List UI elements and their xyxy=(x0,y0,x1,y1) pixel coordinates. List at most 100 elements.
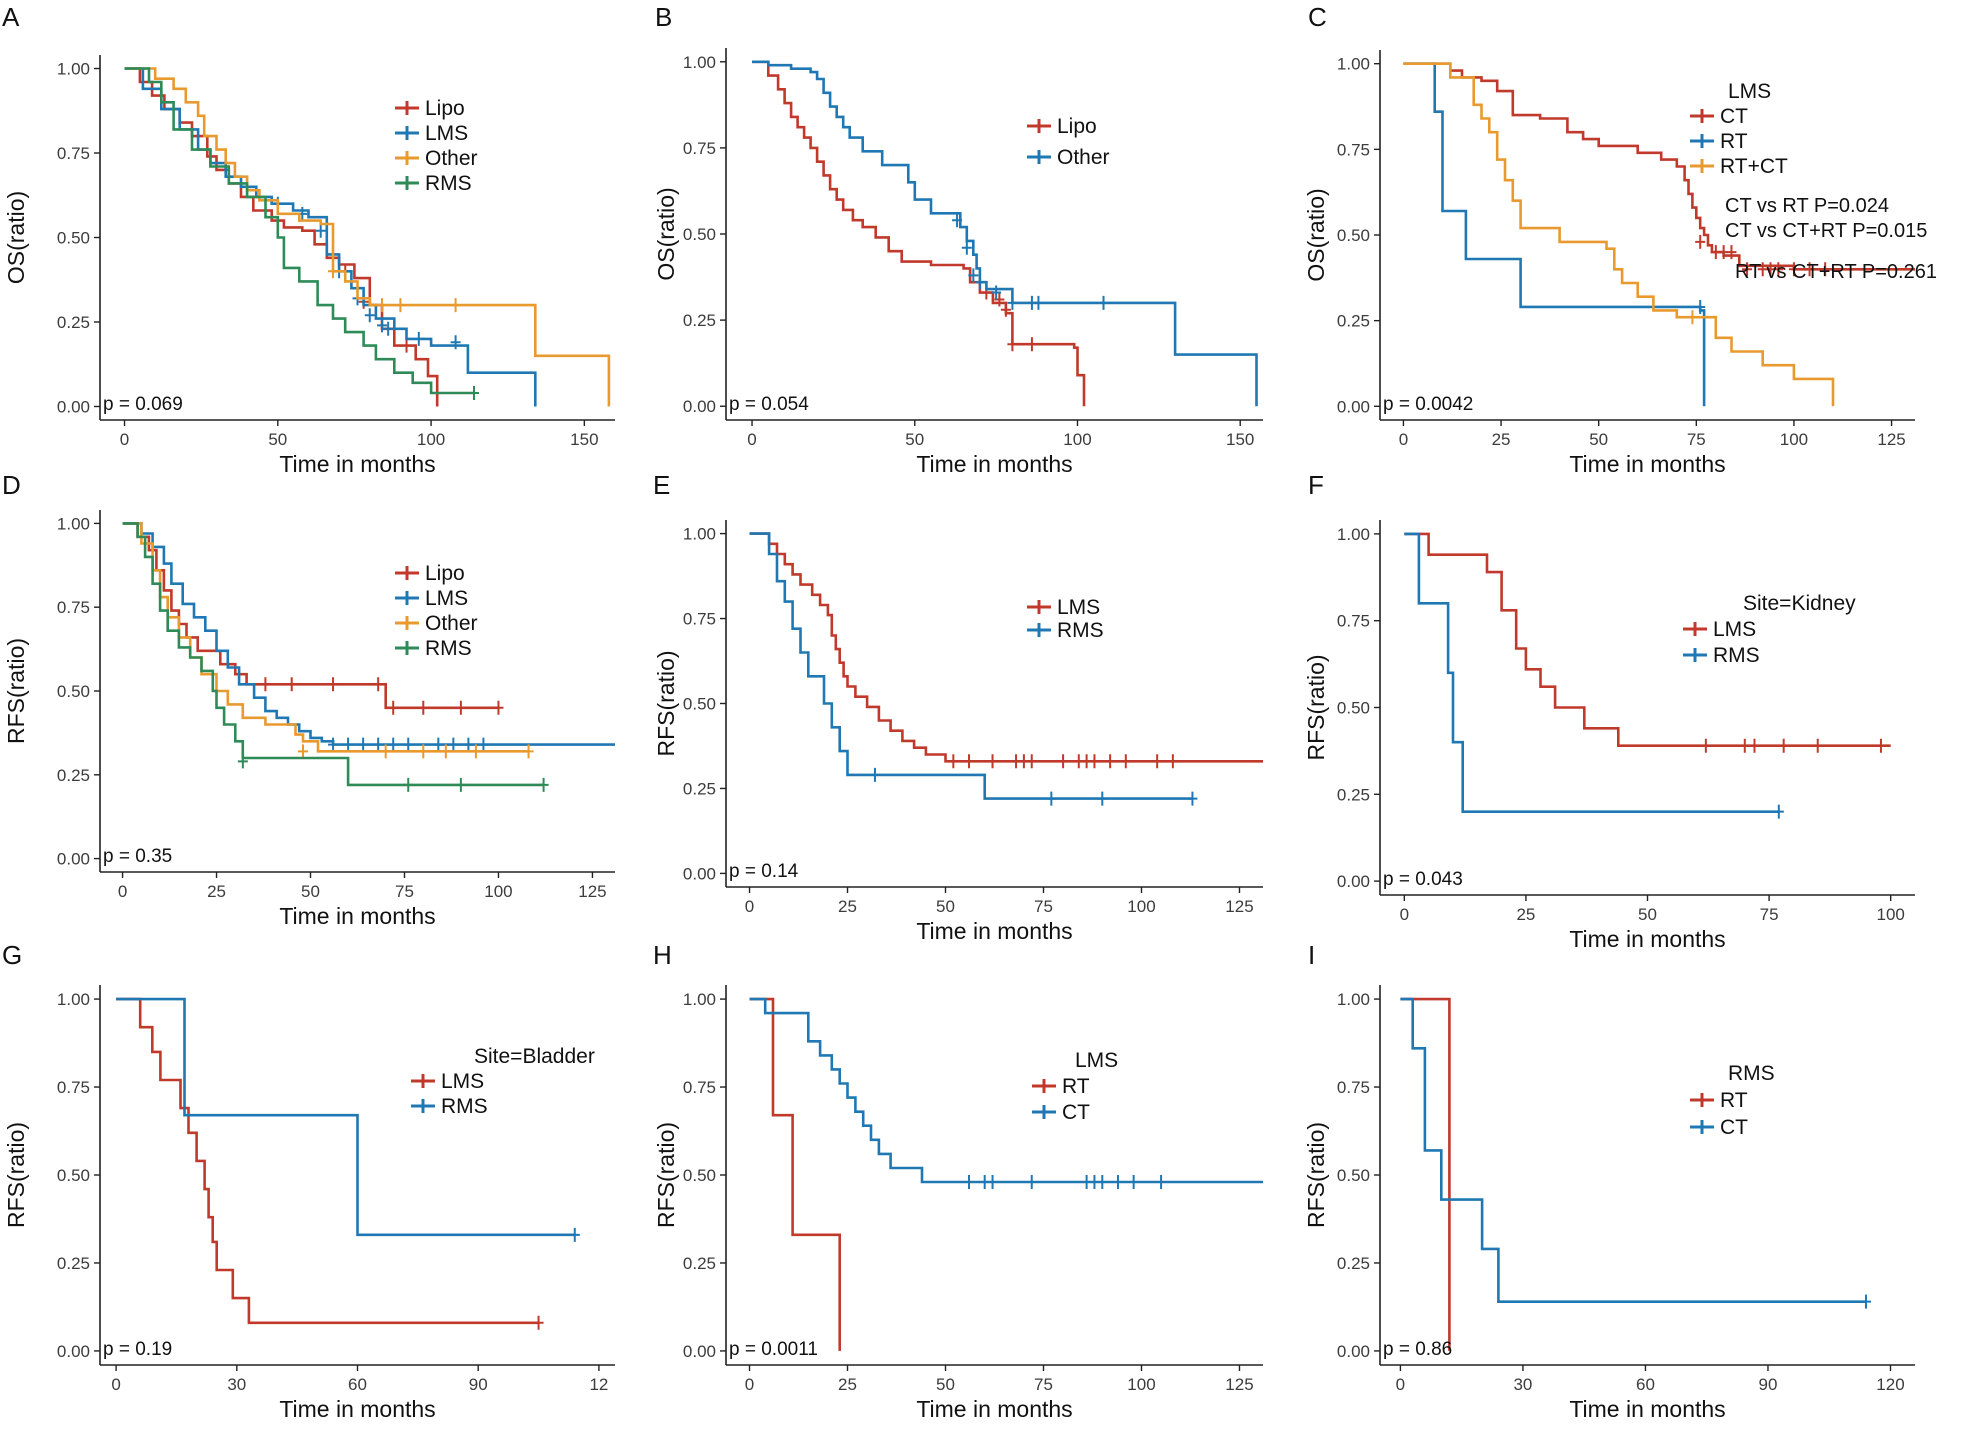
censor-mark xyxy=(373,737,384,752)
series-line-other xyxy=(124,67,611,407)
legend-label: Lipo xyxy=(425,562,465,585)
series-line-rt-ct xyxy=(1403,62,1835,407)
p-value: p = 0.054 xyxy=(729,394,809,415)
legend-swatch xyxy=(411,1099,435,1113)
censor-mark xyxy=(1105,754,1116,769)
legend-label: RMS xyxy=(1057,619,1104,642)
series-line-rms xyxy=(1404,532,1779,813)
legend-swatch xyxy=(1032,1079,1056,1093)
censor-mark xyxy=(1152,754,1163,769)
censor-mark xyxy=(964,1175,975,1190)
censor-mark xyxy=(328,677,339,692)
p-value: p = 0.069 xyxy=(103,394,183,415)
x-axis-title: Time in months xyxy=(279,451,435,477)
y-tick-label: 0.75 xyxy=(1337,612,1370,631)
y-tick-label: 0.25 xyxy=(1337,1254,1370,1273)
y-axis-title: OS(ratio) xyxy=(653,187,679,280)
legend-swatch xyxy=(395,101,419,115)
chart-H: 0.00 0.25 0.50 0.75 1.00 0 25 50 75 100 125 Time in… xyxy=(653,985,1263,1422)
censor-mark xyxy=(1749,738,1760,753)
legend-label: RT xyxy=(1062,1075,1090,1098)
censor-mark xyxy=(1167,754,1178,769)
panel-letter-d: D xyxy=(2,470,21,500)
p-value: p = 0.0042 xyxy=(1383,394,1473,415)
censor-mark xyxy=(533,1315,544,1330)
y-tick-label: 0.00 xyxy=(683,397,716,416)
censor-mark xyxy=(388,700,399,715)
series-line-rms xyxy=(122,522,544,787)
censor-mark xyxy=(523,744,534,759)
censor-mark xyxy=(1875,738,1886,753)
x-tick-label: 60 xyxy=(348,1375,367,1394)
legend-swatch xyxy=(1027,623,1051,637)
y-tick-label: 0.75 xyxy=(683,139,716,158)
y-tick-label: 0.25 xyxy=(57,313,90,332)
censor-mark xyxy=(1026,754,1037,769)
legend-label: CT xyxy=(1720,105,1748,128)
y-axis-title: RFS(ratio) xyxy=(3,1122,29,1228)
series-line-rms xyxy=(116,997,575,1237)
series-line-other xyxy=(122,522,529,753)
censor-mark xyxy=(468,385,479,400)
censor-mark xyxy=(1773,262,1784,277)
legend-label: RT xyxy=(1720,1089,1748,1112)
censor-mark xyxy=(1804,262,1815,277)
series-line-lms xyxy=(1404,532,1891,747)
x-tick-label: 75 xyxy=(1760,905,1779,924)
p-value: p = 0.14 xyxy=(729,861,799,882)
censor-mark xyxy=(1695,234,1706,249)
y-tick-label: 0.00 xyxy=(683,864,716,883)
censor-mark xyxy=(1695,299,1706,314)
y-tick-label: 1.00 xyxy=(57,514,90,533)
panel-i: 0.00 0.25 0.50 0.75 1.00 0 30 60 90 120 Time in mo… xyxy=(1300,940,1973,1429)
panel-letter-e: E xyxy=(653,470,671,500)
y-tick-label: 0.00 xyxy=(1337,872,1370,891)
censor-mark xyxy=(1026,337,1037,352)
x-tick-label: 25 xyxy=(838,897,857,916)
chart-E: 0.00 0.25 0.50 0.75 1.00 0 25 50 75 100 125 Time in… xyxy=(653,520,1263,944)
censor-mark xyxy=(1098,295,1109,310)
x-tick-label: 0 xyxy=(745,897,754,916)
series-line-lms xyxy=(122,522,615,746)
censor-mark xyxy=(373,677,384,692)
x-tick-label: 0 xyxy=(120,430,129,449)
legend-label: Lipo xyxy=(1057,115,1097,138)
censor-mark xyxy=(377,298,388,313)
legend-label: LMS xyxy=(425,587,468,610)
legend-label: CT xyxy=(1720,1116,1748,1139)
p-value: p = 0.0011 xyxy=(729,1339,818,1360)
legend-title: Site=Kidney xyxy=(1743,592,1856,615)
censor-mark xyxy=(364,308,375,323)
censor-mark xyxy=(948,754,959,769)
series-line-rt xyxy=(1403,62,1706,407)
legend-swatch xyxy=(1027,150,1051,164)
y-tick-label: 0.75 xyxy=(57,598,90,617)
censor-mark xyxy=(383,321,394,336)
panel-letter-f: F xyxy=(1308,470,1324,500)
censor-mark xyxy=(1788,262,1799,277)
legend-label: LMS xyxy=(1057,596,1100,619)
censor-mark xyxy=(1187,791,1198,806)
x-tick-label: 50 xyxy=(936,897,955,916)
censor-mark xyxy=(538,777,549,792)
censor-mark xyxy=(987,754,998,769)
y-tick-label: 0.00 xyxy=(683,1342,716,1361)
censor-mark xyxy=(569,1227,580,1242)
legend-swatch xyxy=(395,566,419,580)
panel-g: 0.00 0.25 0.50 0.75 1.00 0 30 60 90 12 Time in mon… xyxy=(0,940,650,1429)
y-tick-label: 1.00 xyxy=(1337,55,1370,74)
panel-letter-b: B xyxy=(655,2,673,32)
panel-c: 0.00 0.25 0.50 0.75 1.00 0 25 50 75 100 125 Time in… xyxy=(1300,0,1973,477)
y-tick-label: 0.75 xyxy=(57,144,90,163)
panel-letter-i: I xyxy=(1308,940,1316,970)
stat-note: CT vs CT+RT P=0.015 xyxy=(1725,220,1927,242)
legend-label: RMS xyxy=(441,1095,488,1118)
legend-label: CT xyxy=(1062,1101,1090,1124)
y-tick-label: 0.50 xyxy=(683,695,716,714)
censor-mark xyxy=(1739,738,1750,753)
p-value: p = 0.19 xyxy=(103,1339,172,1360)
censor-mark xyxy=(448,737,459,752)
stat-note: RT vs CT+RT P=0.261 xyxy=(1735,261,1937,283)
censor-mark xyxy=(395,298,406,313)
x-tick-label: 60 xyxy=(1636,1375,1655,1394)
